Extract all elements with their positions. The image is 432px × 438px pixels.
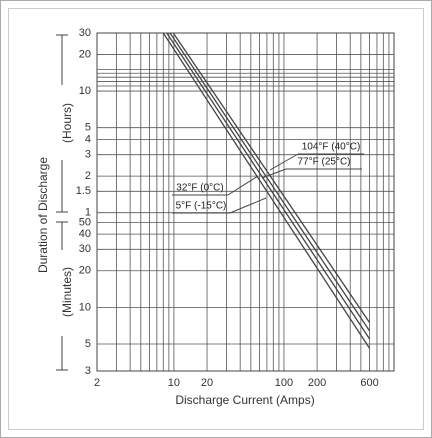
x-tick-label: 600 xyxy=(360,377,378,389)
y-tick-label: 1 xyxy=(85,207,91,219)
y-tick-label: 2 xyxy=(85,170,91,182)
y-axis-label-minutes: (Minutes) xyxy=(60,267,74,317)
series-line xyxy=(162,33,371,349)
series-lines xyxy=(162,33,371,349)
y-tick-label: 20 xyxy=(79,265,91,277)
series-label: 32°F (0°C) xyxy=(176,183,223,194)
y-tick-label: 5 xyxy=(85,338,91,350)
x-tick-label: 10 xyxy=(168,377,180,389)
plot-border xyxy=(96,32,395,372)
y-tick-label: 40 xyxy=(79,228,91,240)
y-tick-label: 50 xyxy=(79,216,91,228)
y-tick-label: 1.5 xyxy=(76,185,91,197)
y-axis-arrows xyxy=(56,34,68,371)
y-tick-label: 3 xyxy=(85,149,91,161)
series-line xyxy=(165,33,371,340)
label-leader xyxy=(261,168,287,179)
label-leader xyxy=(229,197,267,214)
series-line xyxy=(172,33,371,323)
y-tick-label: 30 xyxy=(79,27,91,39)
y-tick-label: 3 xyxy=(85,365,91,377)
series-label: 104°F (40°C) xyxy=(302,142,361,153)
y-tick-label: 4 xyxy=(85,133,91,145)
series-line xyxy=(169,33,371,332)
panel xyxy=(8,8,424,430)
x-tick-label: 20 xyxy=(201,377,213,389)
y-axis-label-hours: (Hours) xyxy=(60,103,74,143)
series-label: 5°F (-15°C) xyxy=(176,201,227,212)
y-tick-label: 10 xyxy=(79,85,91,97)
x-axis-label: Discharge Current (Amps) xyxy=(175,393,314,407)
series-label: 77°F (25°C) xyxy=(297,157,350,168)
y-axis-label: Duration of Discharge xyxy=(36,157,50,273)
x-tick-label: 100 xyxy=(275,377,293,389)
grid xyxy=(96,32,394,372)
x-tick-label: 2 xyxy=(94,377,100,389)
label-leader xyxy=(227,175,259,196)
y-tick-label: 30 xyxy=(79,243,91,255)
y-tick-label: 5 xyxy=(85,122,91,134)
x-tick-label: 200 xyxy=(308,377,326,389)
y-tick-label: 10 xyxy=(79,301,91,313)
label-leader xyxy=(269,153,299,171)
y-tick-label: 20 xyxy=(79,48,91,60)
